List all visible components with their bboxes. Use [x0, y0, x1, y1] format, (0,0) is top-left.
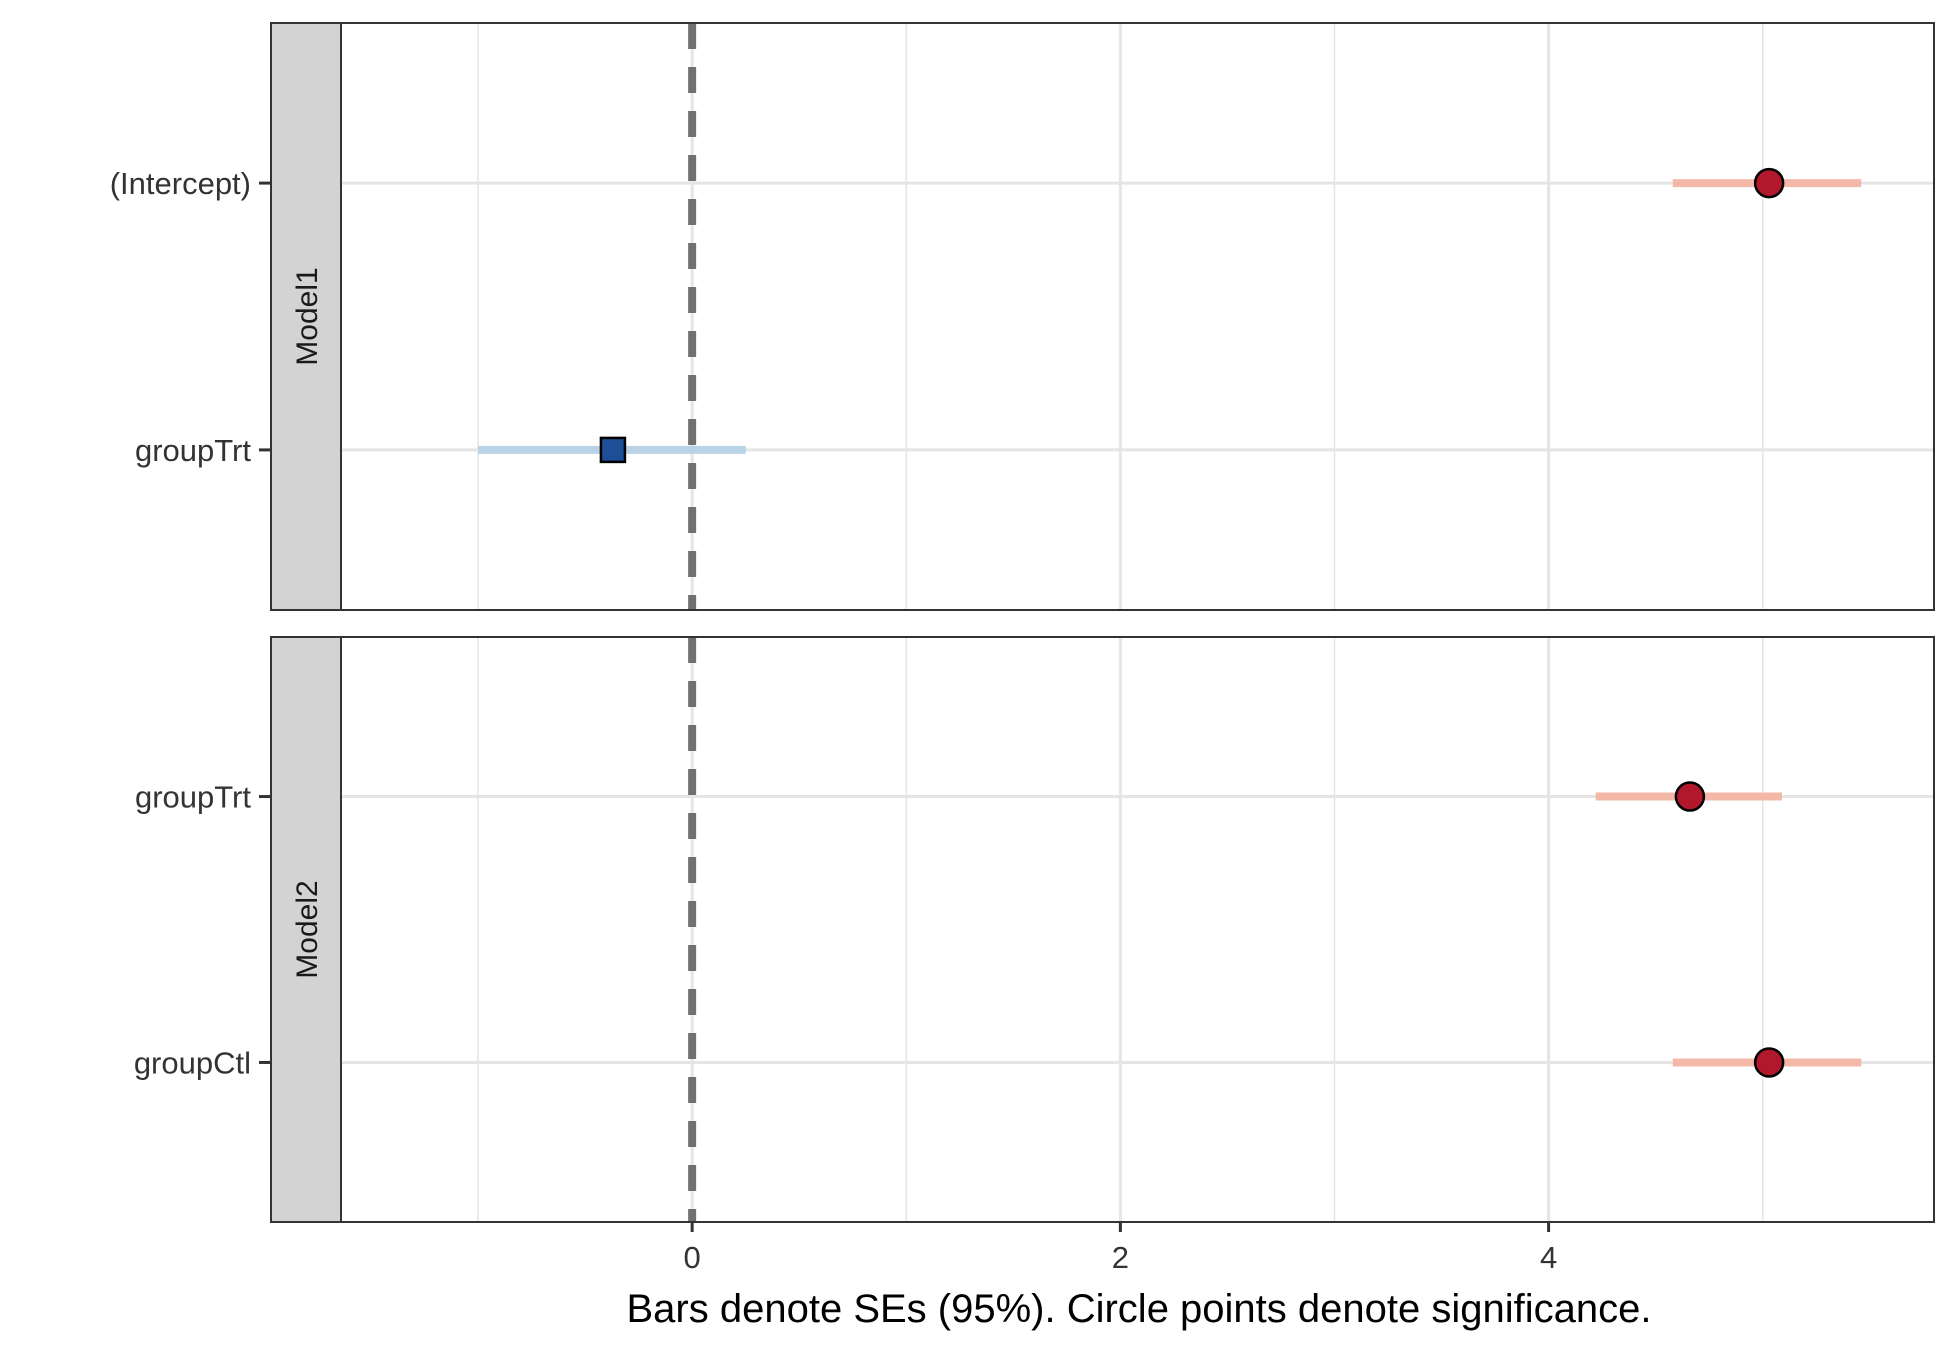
x-tick-label: 2: [1112, 1240, 1129, 1275]
estimate-point: [599, 436, 627, 464]
y-tick-label: groupTrt: [135, 433, 251, 468]
x-tick-label: 0: [684, 1240, 701, 1275]
facet-strip-label: Model2: [291, 880, 324, 978]
facet-panel-model2: groupTrt groupCtl Model2: [134, 636, 1935, 1223]
y-tick-label: groupCtl: [134, 1045, 251, 1080]
estimate-point: [1674, 781, 1706, 812]
x-tick-label: 4: [1540, 1240, 1557, 1275]
x-axis: 0 2 4: [684, 1222, 1557, 1275]
panel-border: [270, 636, 1935, 1223]
facet-panel-model1: (Intercept) groupTrt Model1: [110, 22, 1935, 611]
panels-layer: (Intercept) groupTrt Model1 groupTrt groupCt…: [110, 22, 1935, 1223]
y-tick-label: (Intercept): [110, 166, 251, 201]
estimate-point: [1753, 1047, 1785, 1078]
x-axis-title: Bars denote SEs (95%). Circle points den…: [627, 1287, 1652, 1331]
facet-strip-label: Model1: [291, 267, 324, 365]
estimate-point: [1753, 167, 1785, 199]
panel-background: [341, 637, 1934, 1222]
panel-border: [270, 22, 1935, 611]
panel-background: [341, 23, 1934, 610]
y-tick-label: groupTrt: [135, 780, 251, 815]
